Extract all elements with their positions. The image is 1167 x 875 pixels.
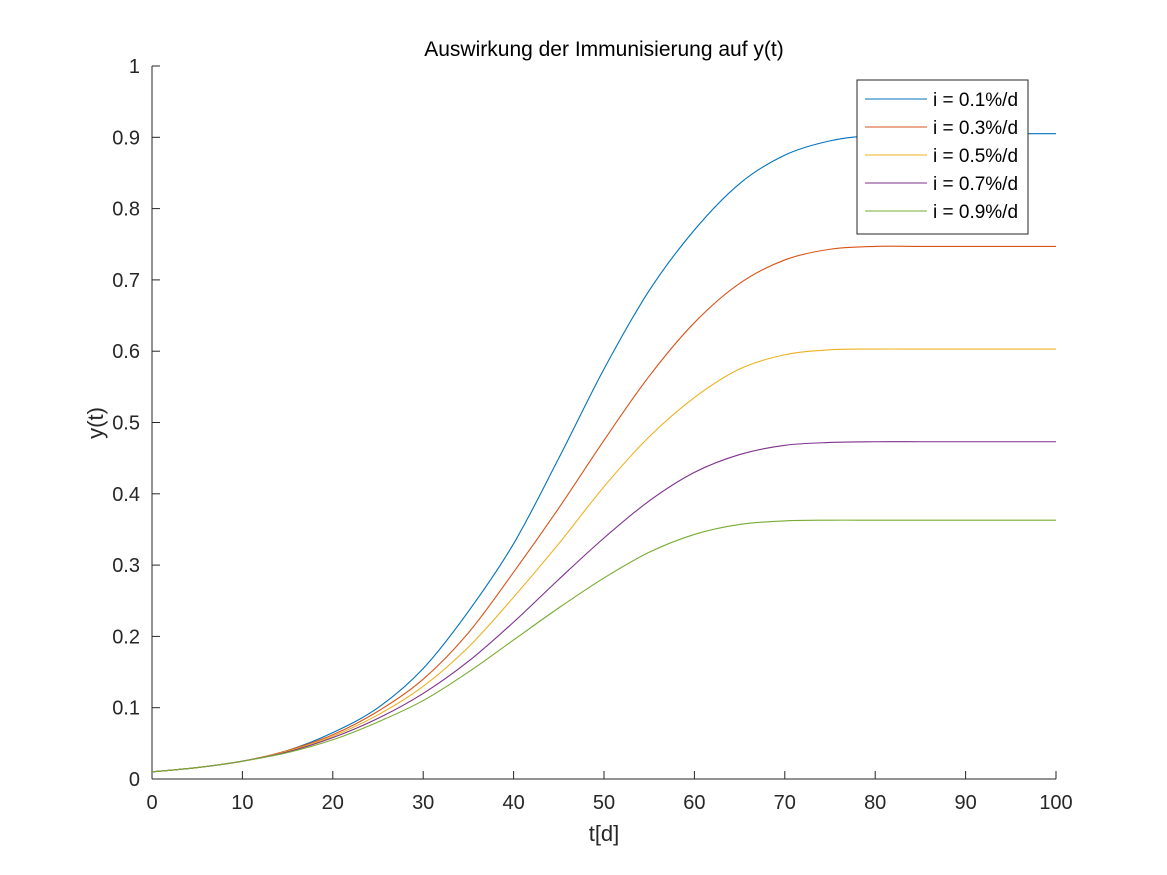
x-tick-label: 0 (146, 792, 157, 814)
y-tick-label: 1 (129, 56, 140, 78)
legend-label: i = 0.7%/d (933, 174, 1018, 195)
x-tick-label: 10 (231, 792, 253, 814)
legend-box (856, 79, 1029, 235)
x-tick-label: 70 (774, 792, 796, 814)
y-tick-label: 0.2 (112, 626, 140, 648)
chart-title: Auswirkung der Immunisierung auf y(t) (424, 38, 783, 61)
legend-label: i = 0.5%/d (933, 146, 1018, 167)
y-axis-label: y(t) (83, 407, 108, 439)
x-tick-label: 100 (1039, 792, 1072, 814)
x-tick-label: 80 (864, 792, 886, 814)
legend-label: i = 0.9%/d (933, 202, 1018, 223)
y-tick-label: 0.7 (112, 270, 140, 292)
series-line-4 (151, 441, 1056, 773)
y-tick-label: 0.6 (112, 341, 140, 363)
legend-label: i = 0.3%/d (933, 118, 1018, 139)
legend: i = 0.1%/d i = 0.3%/d i = 0.5%/d i = 0.7%/d… (856, 79, 1029, 235)
x-tick-label: 30 (412, 792, 434, 814)
x-tick-label: 60 (683, 792, 705, 814)
x-tick-label: 90 (954, 792, 976, 814)
y-tick-label: 0.4 (112, 484, 140, 506)
y-tick-label: 0.8 (112, 199, 140, 221)
y-tick-label: 0.1 (112, 698, 140, 720)
axis-ticks: 0 10 20 30 40 50 60 70 80 90 100 0 0.1 0.2 0.3 0.4 0.5 0.… (112, 56, 1073, 814)
y-tick-label: 0.5 (112, 413, 140, 435)
legend-label: i = 0.1%/d (933, 90, 1018, 111)
x-tick-label: 40 (502, 792, 524, 814)
y-tick-label: 0.3 (112, 555, 140, 577)
x-axis-label: t[d] (589, 821, 620, 846)
x-tick-label: 50 (593, 792, 615, 814)
series-line-2 (151, 245, 1056, 773)
y-tick-label: 0 (129, 769, 140, 791)
series-line-5 (151, 519, 1056, 773)
series-line-3 (151, 348, 1056, 773)
x-tick-label: 20 (322, 792, 344, 814)
y-tick-label: 0.9 (112, 127, 140, 149)
